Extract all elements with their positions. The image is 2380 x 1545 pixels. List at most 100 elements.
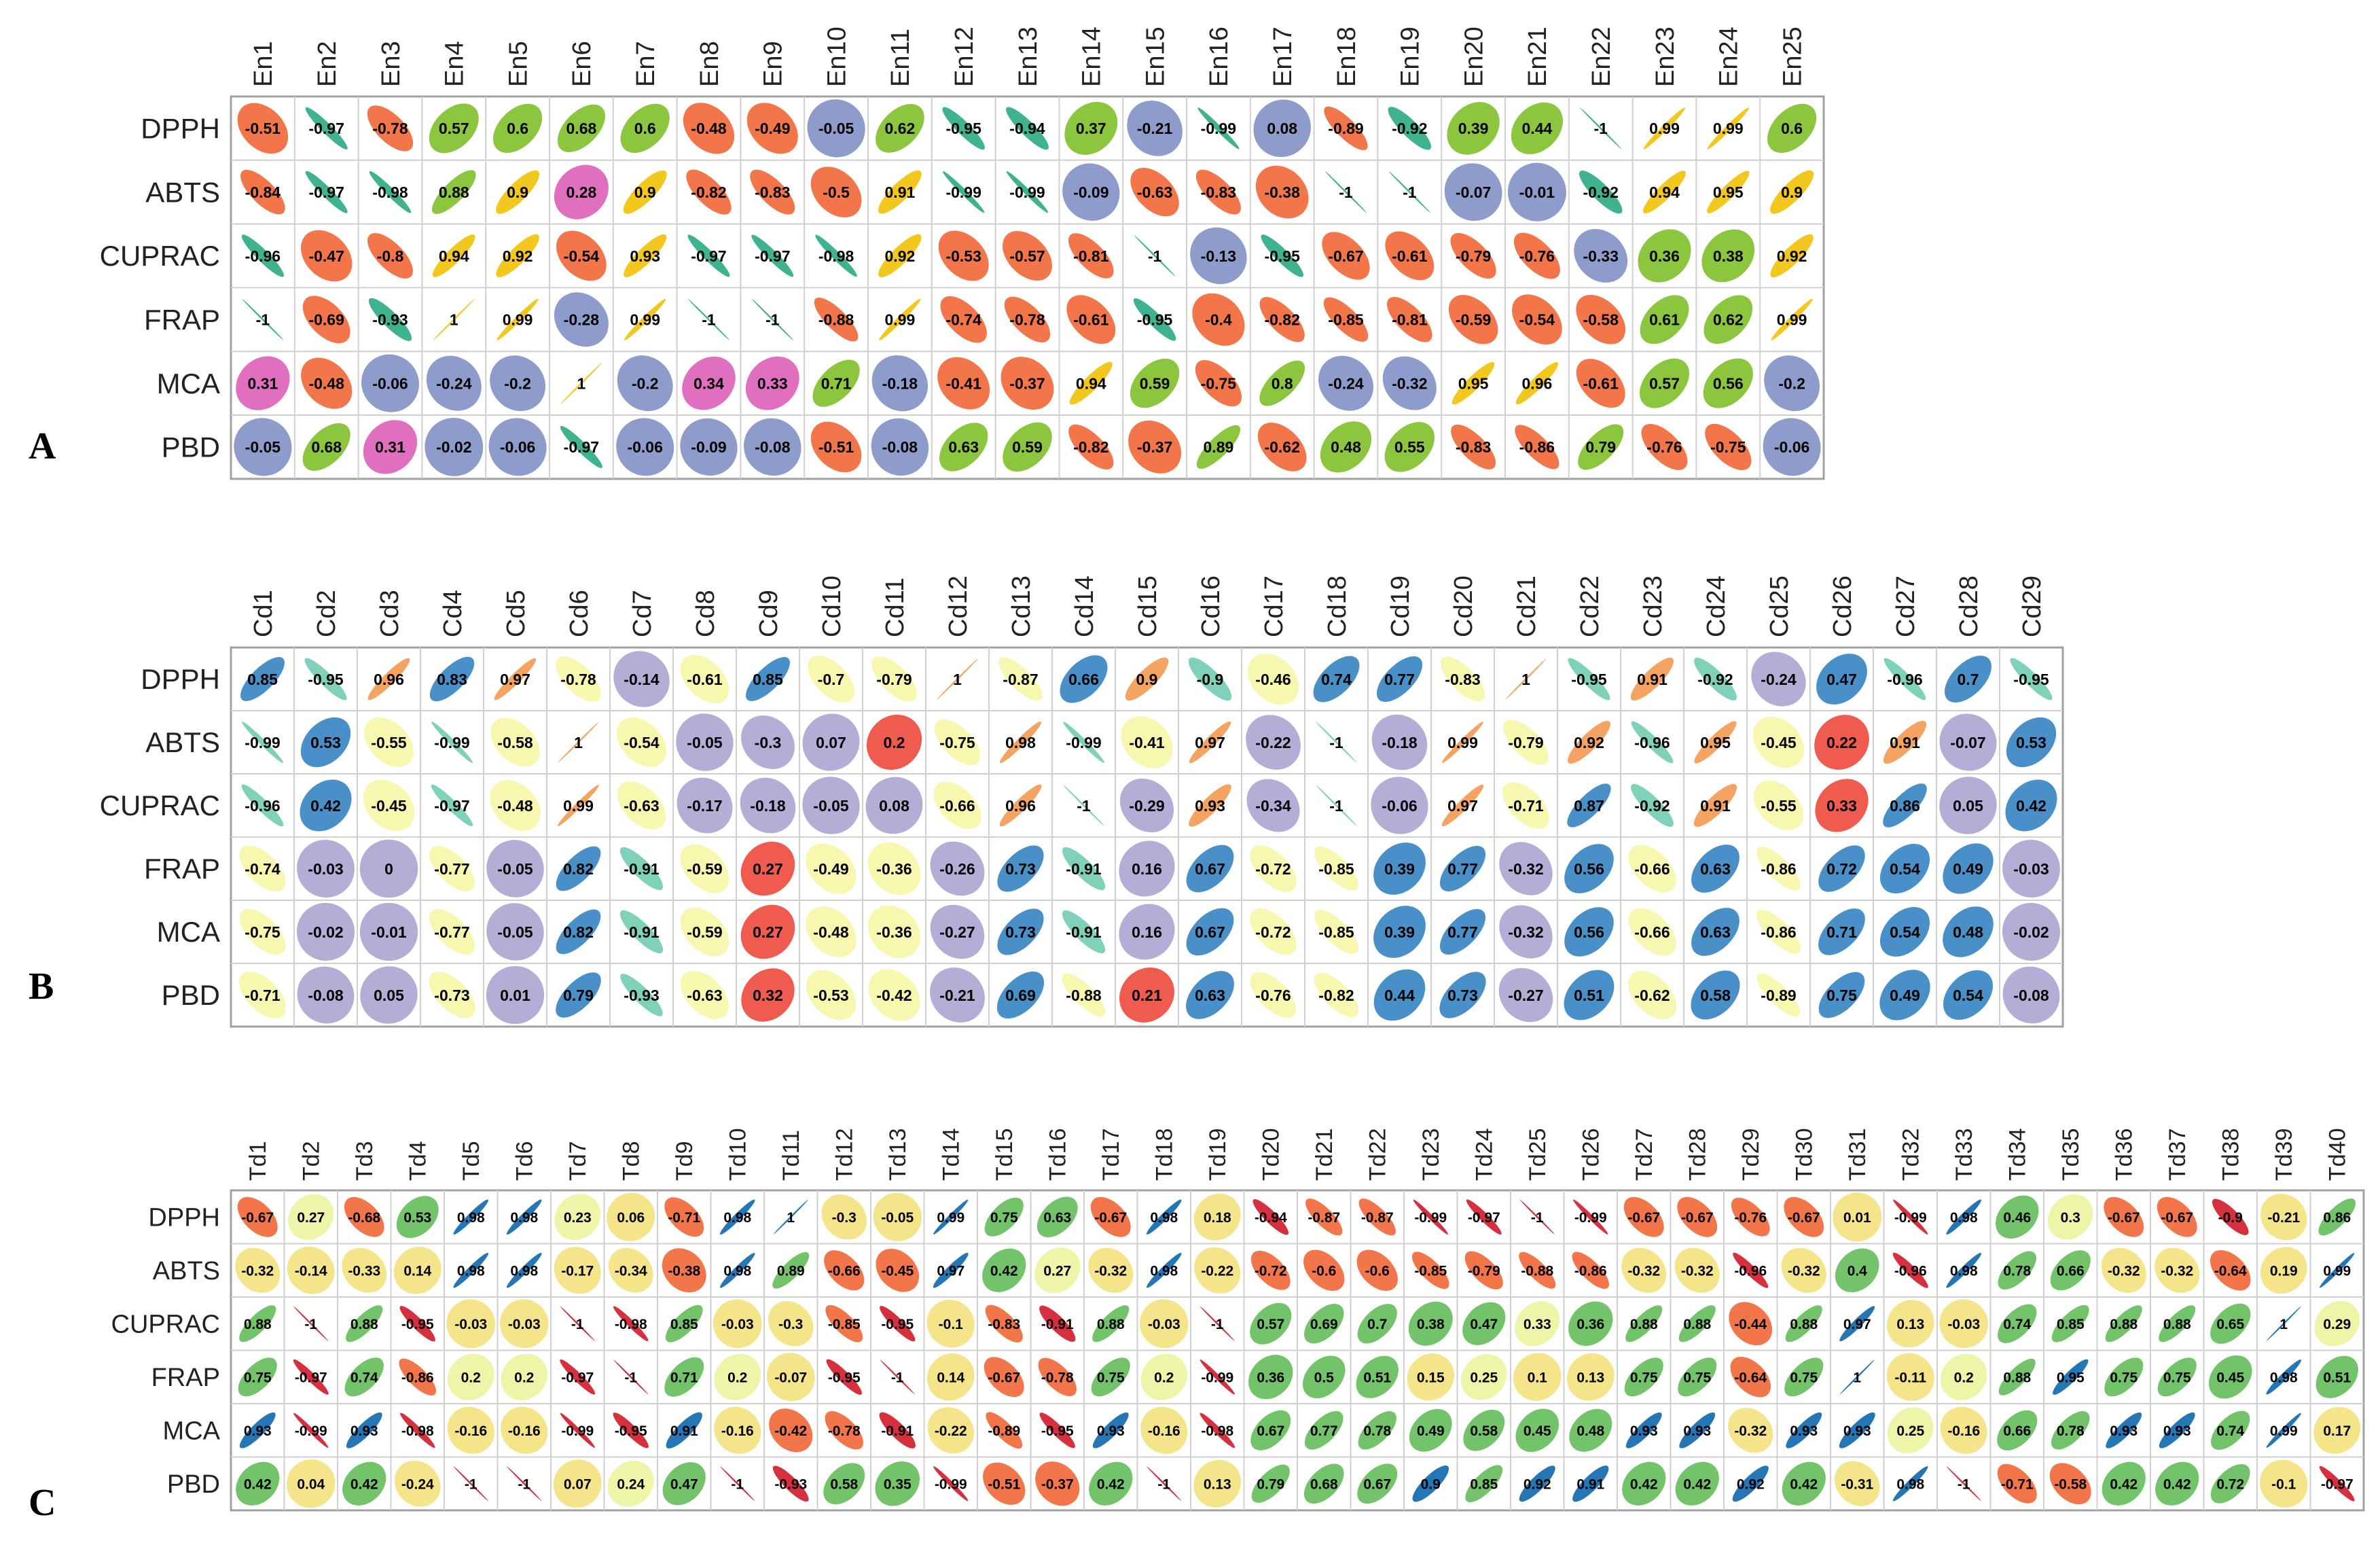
column-label: Cd22 (1576, 575, 1604, 637)
correlation-value: 0.92 (885, 247, 916, 265)
correlation-ellipse (1621, 1247, 1667, 1293)
correlation-value: 0.8 (1272, 374, 1293, 392)
correlation-ellipse (998, 657, 1043, 701)
correlation-ellipse (1463, 1409, 1505, 1451)
correlation-ellipse (620, 103, 670, 154)
correlation-value: -0.54 (1519, 311, 1555, 329)
correlation-value: 0.99 (1777, 311, 1807, 329)
correlation-value: 0.95 (2057, 1370, 2085, 1385)
column-label: Cd16 (1197, 575, 1225, 637)
correlation-value: -0.72 (1255, 860, 1291, 878)
correlation-ellipse (560, 362, 602, 404)
correlation-value: 0.68 (566, 120, 597, 137)
correlation-ellipse (2104, 1196, 2144, 1237)
correlation-value: 0.22 (1826, 734, 1857, 751)
correlation-value: 0.73 (1005, 923, 1036, 941)
correlation-value: -0.61 (687, 671, 723, 688)
correlation-value: -0.02 (308, 923, 343, 941)
correlation-value: -0.02 (2013, 923, 2049, 941)
correlation-value: -0.97 (2321, 1476, 2354, 1492)
correlation-value: 0.59 (1140, 374, 1170, 392)
correlation-ellipse (1940, 1406, 1987, 1454)
correlation-value: -0.84 (245, 183, 281, 201)
correlation-value: -0.02 (436, 438, 471, 456)
correlation-ellipse (1893, 1199, 1928, 1235)
correlation-ellipse (1194, 1247, 1241, 1294)
correlation-ellipse (1250, 1250, 1291, 1290)
correlation-value: 0.2 (1154, 1370, 1174, 1385)
correlation-ellipse (1996, 1195, 2039, 1239)
correlation-value: 0.4 (1847, 1263, 1868, 1279)
correlation-ellipse (396, 1196, 439, 1239)
column-label: Cd7 (628, 590, 657, 637)
correlation-value: -0.55 (371, 734, 407, 751)
correlation-ellipse (806, 906, 857, 957)
correlation-ellipse (2320, 1253, 2355, 1288)
correlation-value: 1 (450, 311, 458, 329)
correlation-value: -1 (1148, 247, 1162, 265)
correlation-value: -0.07 (774, 1370, 807, 1385)
correlation-value: 0.63 (1700, 860, 1731, 878)
correlation-ellipse (1678, 1305, 1716, 1343)
correlation-value: -0.97 (295, 1370, 327, 1385)
correlation-ellipse (394, 1460, 441, 1507)
correlation-ellipse (868, 969, 920, 1021)
correlation-ellipse (453, 1252, 489, 1288)
correlation-value: 0.42 (1630, 1476, 1658, 1492)
correlation-value: 0.67 (1257, 1423, 1284, 1439)
correlation-value: -0.63 (687, 987, 722, 1004)
correlation-ellipse (997, 908, 1044, 955)
correlation-ellipse (2159, 1305, 2196, 1343)
correlation-value: -0.6 (1312, 1263, 1336, 1279)
correlation-ellipse (1371, 714, 1428, 770)
correlation-value: -0.14 (295, 1263, 327, 1279)
correlation-value: 0.56 (1574, 923, 1604, 941)
correlation-value: 0.9 (1781, 183, 1803, 201)
correlation-value: -0.11 (1894, 1370, 1926, 1385)
column-label: Cd29 (2018, 575, 2047, 637)
correlation-value: 0.65 (2216, 1317, 2244, 1332)
correlation-value: 0.83 (437, 671, 467, 688)
correlation-ellipse (1069, 361, 1113, 405)
correlation-ellipse (866, 714, 922, 770)
correlation-ellipse (2266, 1306, 2301, 1341)
correlation-value: 0.2 (461, 1370, 481, 1385)
correlation-ellipse (361, 354, 419, 412)
correlation-value: -0.53 (813, 987, 848, 1004)
correlation-ellipse (560, 1359, 596, 1395)
correlation-value: -0.49 (813, 860, 848, 878)
correlation-ellipse (1833, 1192, 1882, 1242)
correlation-ellipse (620, 974, 663, 1016)
correlation-ellipse (617, 781, 666, 830)
correlation-value: -0.63 (1137, 183, 1172, 201)
correlation-ellipse (234, 418, 292, 476)
correlation-value: -0.24 (401, 1476, 434, 1492)
correlation-ellipse (1139, 1299, 1189, 1349)
correlation-value: 0.55 (1394, 438, 1425, 456)
correlation-ellipse (1089, 1461, 1133, 1506)
correlation-value: 0.66 (1068, 671, 1099, 688)
correlation-ellipse (453, 1199, 489, 1235)
correlation-value: -0.32 (1392, 374, 1427, 392)
correlation-value: 0.01 (500, 987, 530, 1004)
correlation-value: 0.14 (403, 1263, 431, 1279)
column-label: En3 (377, 41, 405, 87)
correlation-ellipse (1189, 721, 1231, 764)
correlation-ellipse (1388, 107, 1432, 150)
correlation-ellipse (1130, 358, 1180, 408)
correlation-ellipse (447, 1406, 494, 1454)
correlation-ellipse (1462, 1302, 1506, 1345)
correlation-value: 0.54 (1890, 860, 1920, 878)
column-label: Cd14 (1070, 575, 1099, 637)
correlation-value: -0.77 (434, 860, 469, 878)
correlation-value: -0.05 (245, 438, 281, 456)
correlation-ellipse (490, 717, 540, 767)
correlation-ellipse (676, 713, 734, 771)
correlation-ellipse (1062, 847, 1106, 891)
correlation-value: -0.66 (939, 797, 975, 815)
correlation-ellipse (1304, 1410, 1344, 1450)
correlation-ellipse (1357, 1304, 1397, 1344)
correlation-value: -0.91 (1066, 860, 1102, 878)
correlation-ellipse (1119, 967, 1174, 1023)
